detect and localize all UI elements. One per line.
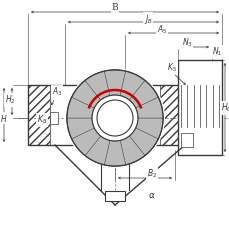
Wedge shape: [71, 128, 100, 155]
Wedge shape: [135, 118, 162, 139]
Wedge shape: [120, 71, 144, 100]
Text: $H$: $H$: [0, 112, 8, 124]
Text: $N_1$: $N_1$: [211, 46, 221, 58]
Bar: [177, 127, 221, 155]
Wedge shape: [71, 81, 100, 108]
Bar: [105, 191, 124, 201]
Bar: [28, 85, 50, 145]
Wedge shape: [85, 136, 109, 165]
Wedge shape: [67, 97, 94, 118]
Text: $K_8$: $K_8$: [37, 114, 47, 126]
Text: $K_5$: $K_5$: [166, 62, 176, 74]
Wedge shape: [85, 71, 109, 100]
Circle shape: [65, 68, 164, 168]
Wedge shape: [104, 140, 125, 166]
Bar: [180, 133, 192, 147]
Bar: [28, 85, 191, 145]
Text: $N_3$: $N_3$: [181, 37, 191, 49]
Text: $\alpha$: $\alpha$: [147, 191, 155, 200]
Wedge shape: [129, 81, 158, 108]
Wedge shape: [104, 70, 125, 96]
Wedge shape: [67, 118, 94, 139]
Text: $H_2$: $H_2$: [5, 94, 15, 106]
Text: $A_5$: $A_5$: [156, 24, 166, 36]
Text: $H_6$: $H_6$: [220, 102, 229, 114]
Bar: [50, 112, 58, 124]
Text: B: B: [111, 4, 118, 13]
Wedge shape: [129, 128, 158, 155]
Circle shape: [97, 100, 132, 136]
Bar: [177, 60, 221, 85]
Text: $A_3$: $A_3$: [52, 86, 62, 98]
Text: $J_B$: $J_B$: [143, 13, 152, 25]
Circle shape: [67, 70, 162, 166]
Text: $B_2$: $B_2$: [146, 168, 156, 180]
Bar: [159, 85, 191, 145]
Wedge shape: [135, 97, 162, 118]
Bar: [177, 60, 221, 155]
Wedge shape: [120, 136, 144, 165]
